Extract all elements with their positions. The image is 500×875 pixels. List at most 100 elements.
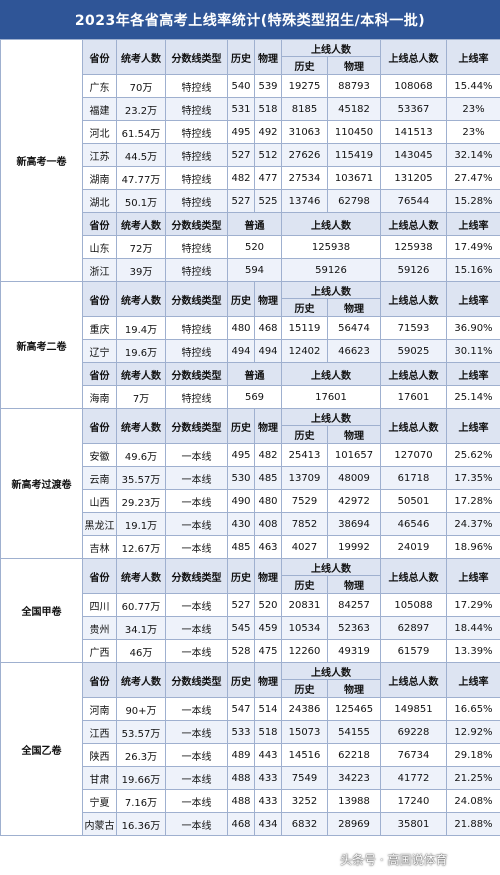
total-cell: 59126 [380, 258, 447, 282]
header-province: 省份 [82, 362, 117, 386]
total-cell: 59025 [380, 339, 447, 363]
section-name: 新高考二卷 [0, 281, 83, 409]
province-cell: 湖北 [82, 189, 117, 213]
header-online: 上线人数 [281, 408, 381, 426]
exam-count-cell: 23.2万 [116, 97, 166, 121]
physics-score-cell: 512 [254, 143, 282, 167]
online-history-cell: 6832 [281, 812, 328, 836]
header-history: 历史 [227, 408, 255, 444]
table-row: 海南 7万 特控线 569 17601 17601 25.14% [0, 385, 500, 409]
history-score-cell: 547 [227, 697, 255, 721]
section-name: 全国乙卷 [0, 662, 83, 836]
line-type-cell: 一本线 [165, 639, 228, 663]
rate-cell: 17.49% [446, 235, 500, 259]
header-online-history: 历史 [281, 425, 328, 444]
header-physics: 物理 [254, 39, 282, 75]
online-history-cell: 31063 [281, 120, 328, 144]
province-cell: 江苏 [82, 143, 117, 167]
line-type-cell: 特控线 [165, 189, 228, 213]
online-physics-cell: 84257 [327, 593, 381, 617]
header-count: 统考人数 [116, 558, 166, 594]
province-cell: 山西 [82, 489, 117, 513]
online-history-cell: 19275 [281, 74, 328, 98]
header-type: 分数线类型 [165, 662, 228, 698]
rate-cell: 13.39% [446, 639, 500, 663]
line-type-cell: 特控线 [165, 166, 228, 190]
header-online: 上线人数 [281, 662, 381, 680]
header-total: 上线总人数 [380, 39, 447, 75]
header-province: 省份 [82, 408, 117, 444]
online-physics-cell: 34223 [327, 766, 381, 790]
history-score-cell: 490 [227, 489, 255, 513]
header-online-physics: 物理 [327, 575, 381, 594]
exam-count-cell: 29.23万 [116, 489, 166, 513]
header-physics: 物理 [254, 408, 282, 444]
header-general: 普通 [227, 362, 282, 386]
header-total: 上线总人数 [380, 408, 447, 444]
header-count: 统考人数 [116, 281, 166, 317]
physics-score-cell: 492 [254, 120, 282, 144]
header-rate: 上线率 [446, 281, 500, 317]
history-score-cell: 540 [227, 74, 255, 98]
admission-rate-table: 新高考一卷 省份 统考人数 分数线类型 历史 物理 上线人数 上线总人数 上线率 历史 物理 广东 70… [0, 39, 500, 836]
header-physics: 物理 [254, 281, 282, 317]
header-province: 省份 [82, 281, 117, 317]
table-row: 广西 46万 一本线 528 475 12260 49319 61579 13.39% [0, 639, 500, 663]
total-cell: 46546 [380, 512, 447, 536]
online-cell: 125938 [281, 235, 381, 259]
online-physics-cell: 110450 [327, 120, 381, 144]
total-cell: 131205 [380, 166, 447, 190]
line-type-cell: 一本线 [165, 697, 228, 721]
total-cell: 105088 [380, 593, 447, 617]
line-type-cell: 特控线 [165, 143, 228, 167]
total-cell: 61718 [380, 466, 447, 490]
table-row: 安徽 49.6万 一本线 495 482 25413 101657 127070 25.62% [0, 443, 500, 467]
online-history-cell: 7549 [281, 766, 328, 790]
online-cell: 59126 [281, 258, 381, 282]
header-type: 分数线类型 [165, 39, 228, 75]
exam-count-cell: 35.57万 [116, 466, 166, 490]
header-rate: 上线率 [446, 212, 500, 236]
rate-cell: 24.08% [446, 789, 500, 813]
exam-count-cell: 19.4万 [116, 316, 166, 340]
online-physics-cell: 42972 [327, 489, 381, 513]
table-row: 福建 23.2万 特控线 531 518 8185 45182 53367 23% [0, 97, 500, 121]
header-rate: 上线率 [446, 362, 500, 386]
header-online-physics: 物理 [327, 56, 381, 75]
total-cell: 17240 [380, 789, 447, 813]
header-physics: 物理 [254, 558, 282, 594]
header-online: 上线人数 [281, 362, 381, 386]
header-count: 统考人数 [116, 408, 166, 444]
province-cell: 内蒙古 [82, 812, 117, 836]
table-row: 湖南 47.77万 特控线 482 477 27534 103671 131205 27.47% [0, 166, 500, 190]
line-type-cell: 特控线 [165, 235, 228, 259]
table-row: 云南 35.57万 一本线 530 485 13709 48009 61718 17.35% [0, 466, 500, 490]
line-type-cell: 一本线 [165, 443, 228, 467]
online-physics-cell: 52363 [327, 616, 381, 640]
history-score-cell: 495 [227, 443, 255, 467]
online-history-cell: 8185 [281, 97, 328, 121]
physics-score-cell: 463 [254, 535, 282, 559]
header-rate: 上线率 [446, 39, 500, 75]
rate-cell: 29.18% [446, 743, 500, 767]
online-history-cell: 14516 [281, 743, 328, 767]
history-score-cell: 527 [227, 593, 255, 617]
online-physics-cell: 115419 [327, 143, 381, 167]
header-general: 普通 [227, 212, 282, 236]
rate-cell: 25.62% [446, 443, 500, 467]
line-type-cell: 一本线 [165, 489, 228, 513]
header-online: 上线人数 [281, 212, 381, 236]
rate-cell: 15.28% [446, 189, 500, 213]
score-cell: 594 [227, 258, 282, 282]
exam-count-cell: 19.6万 [116, 339, 166, 363]
online-history-cell: 27534 [281, 166, 328, 190]
header-total: 上线总人数 [380, 662, 447, 698]
line-type-cell: 特控线 [165, 97, 228, 121]
exam-count-cell: 19.1万 [116, 512, 166, 536]
province-cell: 海南 [82, 385, 117, 409]
rate-cell: 18.96% [446, 535, 500, 559]
exam-count-cell: 44.5万 [116, 143, 166, 167]
province-cell: 广西 [82, 639, 117, 663]
online-history-cell: 3252 [281, 789, 328, 813]
online-physics-cell: 101657 [327, 443, 381, 467]
